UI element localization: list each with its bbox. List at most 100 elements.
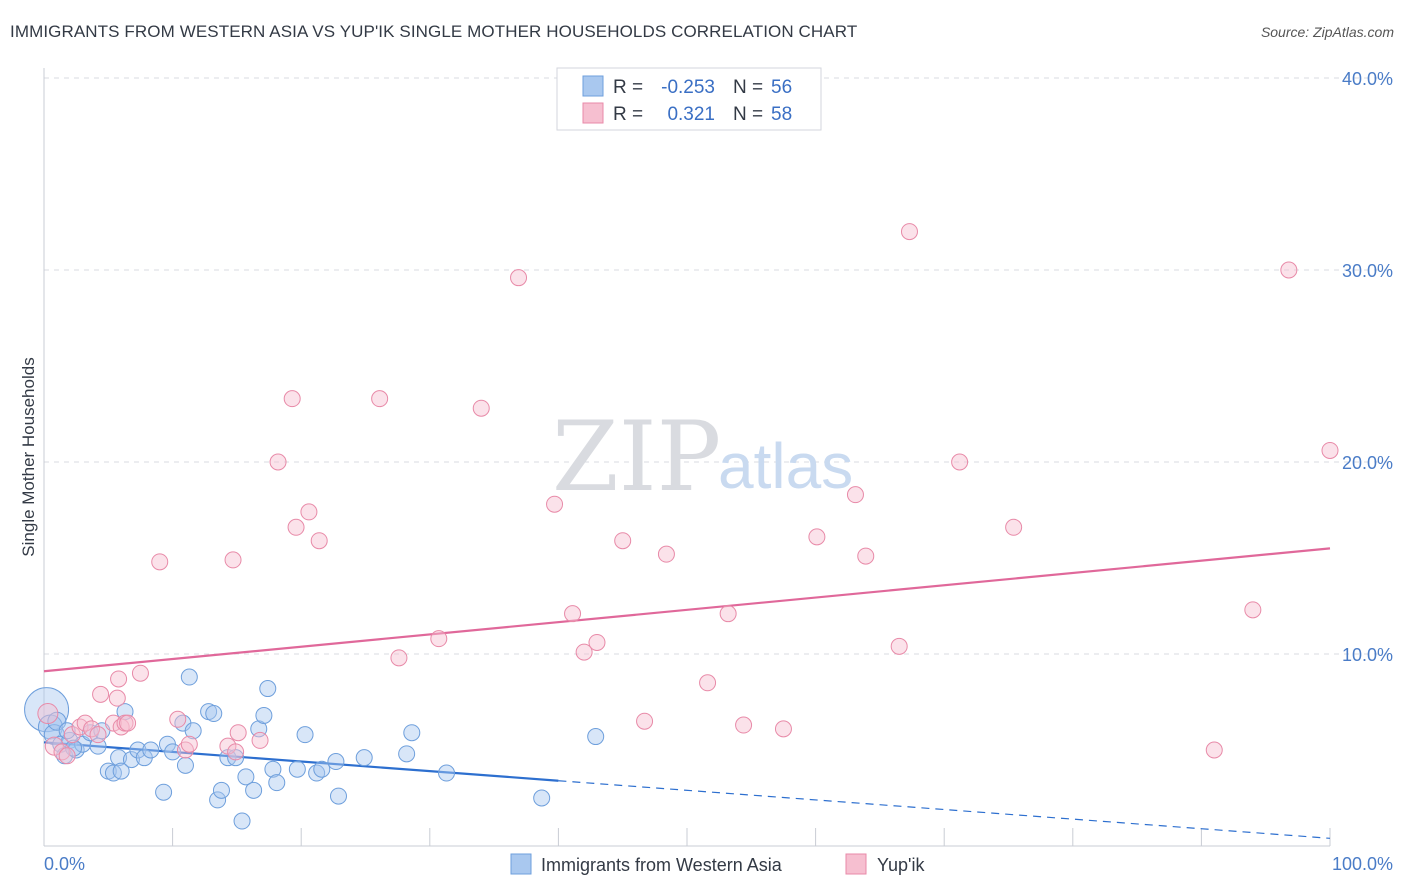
blue-point-26 bbox=[184, 722, 202, 740]
pink-point-27 bbox=[283, 390, 301, 408]
pink-point-43 bbox=[699, 674, 717, 692]
pink-point-23 bbox=[227, 743, 245, 761]
pink-point-48 bbox=[846, 486, 864, 504]
pink-point-46 bbox=[774, 720, 792, 738]
legend-r-label-pink: R = bbox=[613, 104, 643, 125]
legend-swatch-blue bbox=[582, 75, 604, 97]
watermark-atlas: atlas bbox=[718, 430, 853, 502]
y-tick-label-30: 30.0% bbox=[1342, 261, 1393, 281]
blue-trend-extension bbox=[558, 780, 1331, 839]
pink-point-15 bbox=[119, 714, 137, 732]
pink-point-56 bbox=[1280, 261, 1298, 279]
pink-point-20 bbox=[180, 735, 198, 753]
pink-trend-line bbox=[43, 547, 1331, 673]
legend-n-value-blue: 56 bbox=[771, 77, 792, 98]
pink-point-26 bbox=[269, 453, 287, 471]
pink-point-37 bbox=[564, 605, 582, 623]
pink-point-52 bbox=[951, 453, 969, 471]
correlation-legend: R = -0.253 N = 56 R = 0.321 N = 58 bbox=[556, 67, 822, 131]
pink-point-55 bbox=[1244, 601, 1262, 619]
pink-point-12 bbox=[110, 670, 128, 688]
x-tick-marks bbox=[43, 828, 1331, 846]
pink-point-10 bbox=[104, 714, 122, 732]
pink-point-54 bbox=[1205, 741, 1223, 759]
blue-point-40 bbox=[268, 774, 286, 792]
y-tick-label-40: 40.0% bbox=[1342, 69, 1393, 89]
y-tick-label-10: 10.0% bbox=[1342, 645, 1393, 665]
source-credit: Source: ZipAtlas.com bbox=[1260, 24, 1394, 40]
blue-point-30 bbox=[212, 781, 230, 799]
series-legend-swatch-pink bbox=[845, 853, 867, 875]
y-tick-labels: 10.0% 20.0% 30.0% 40.0% bbox=[1342, 69, 1393, 665]
pink-point-7 bbox=[83, 720, 101, 738]
pink-point-38 bbox=[575, 643, 593, 661]
blue-point-28 bbox=[205, 705, 223, 723]
blue-point-50 bbox=[438, 764, 456, 782]
legend-n-label-blue: N = bbox=[733, 77, 763, 98]
blue-point-46 bbox=[329, 787, 347, 805]
pink-point-25 bbox=[251, 731, 269, 749]
pink-point-11 bbox=[108, 689, 126, 707]
data-points bbox=[24, 223, 1339, 830]
pink-point-34 bbox=[472, 399, 490, 417]
pink-point-49 bbox=[857, 547, 875, 565]
pink-point-39 bbox=[588, 633, 606, 651]
pink-point-47 bbox=[808, 528, 826, 546]
blue-point-20 bbox=[155, 783, 173, 801]
gridlines bbox=[44, 77, 1393, 655]
pink-point-53 bbox=[1005, 518, 1023, 536]
pink-point-9 bbox=[92, 685, 110, 703]
blue-point-29 bbox=[209, 791, 227, 809]
pink-point-6 bbox=[76, 714, 94, 732]
pink-point-41 bbox=[636, 712, 654, 730]
pink-point-31 bbox=[371, 390, 389, 408]
blue-point-49 bbox=[403, 724, 421, 742]
pink-point-45 bbox=[735, 716, 753, 734]
pink-point-17 bbox=[151, 553, 169, 571]
blue-point-44 bbox=[313, 760, 331, 778]
trend-lines bbox=[43, 547, 1331, 839]
pink-point-29 bbox=[300, 503, 318, 521]
blue-point-24 bbox=[176, 756, 194, 774]
blue-point-14 bbox=[110, 749, 128, 767]
blue-point-45 bbox=[327, 753, 345, 771]
legend-r-label-blue: R = bbox=[613, 77, 643, 98]
y-tick-label-20: 20.0% bbox=[1342, 453, 1393, 473]
blue-point-0 bbox=[24, 687, 70, 733]
blue-point-34 bbox=[237, 768, 255, 786]
blue-point-37 bbox=[255, 706, 273, 724]
watermark-zip: ZIP bbox=[552, 401, 721, 513]
blue-point-39 bbox=[264, 760, 282, 778]
pink-point-44 bbox=[719, 605, 737, 623]
x-tick-label-min: 0.0% bbox=[44, 854, 85, 874]
legend-swatch-pink bbox=[582, 102, 604, 124]
legend-n-label-pink: N = bbox=[733, 104, 763, 125]
pink-point-35 bbox=[510, 269, 528, 287]
blue-point-16 bbox=[122, 751, 140, 769]
blue-point-19 bbox=[142, 741, 160, 759]
pink-point-3 bbox=[58, 747, 76, 765]
pink-point-36 bbox=[546, 495, 564, 513]
blue-point-42 bbox=[296, 726, 314, 744]
pink-point-28 bbox=[287, 518, 305, 536]
y-axis-label: Single Mother Households bbox=[19, 357, 38, 556]
pink-point-57 bbox=[1321, 441, 1339, 459]
legend-r-value-pink: 0.321 bbox=[667, 104, 715, 125]
pink-point-32 bbox=[390, 649, 408, 667]
blue-point-47 bbox=[355, 749, 373, 767]
x-tick-label-max: 100.0% bbox=[1332, 854, 1393, 874]
blue-point-52 bbox=[587, 728, 605, 746]
series-legend-label-blue: Immigrants from Western Asia bbox=[541, 855, 783, 875]
series-legend: Immigrants from Western Asia Yup'ik bbox=[510, 853, 925, 875]
pink-point-8 bbox=[89, 726, 107, 744]
pink-point-51 bbox=[900, 223, 918, 241]
blue-point-35 bbox=[245, 781, 263, 799]
blue-point-48 bbox=[398, 745, 416, 763]
pink-point-42 bbox=[657, 545, 675, 563]
chart-title: IMMIGRANTS FROM WESTERN ASIA VS YUP'IK S… bbox=[10, 22, 858, 41]
pink-point-24 bbox=[229, 724, 247, 742]
legend-n-value-pink: 58 bbox=[771, 104, 792, 125]
pink-point-0 bbox=[37, 703, 59, 725]
pink-point-50 bbox=[890, 637, 908, 655]
